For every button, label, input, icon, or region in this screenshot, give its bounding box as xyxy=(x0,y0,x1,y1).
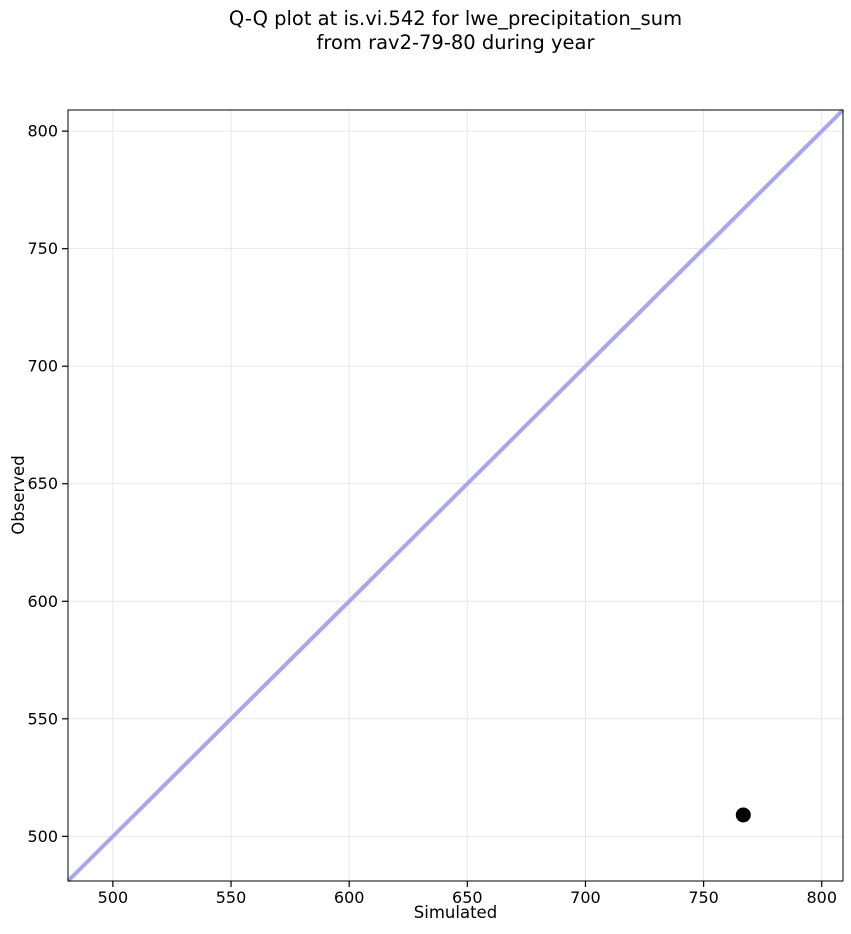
plot-border xyxy=(67,109,844,882)
x-tick-label: 650 xyxy=(452,888,483,907)
x-tick-label: 550 xyxy=(216,888,247,907)
y-tick-label: 600 xyxy=(27,592,58,611)
y-tick-label: 700 xyxy=(27,357,58,376)
x-tick-label: 500 xyxy=(98,888,129,907)
y-axis-label: Observed xyxy=(9,455,28,535)
x-tick-label: 600 xyxy=(334,888,365,907)
x-axis-label: Simulated xyxy=(413,903,498,922)
y-tick-label: 650 xyxy=(27,474,58,493)
identity-line xyxy=(66,108,845,883)
y-tick-label: 800 xyxy=(27,122,58,141)
y-tick-label: 550 xyxy=(27,709,58,728)
data-point xyxy=(735,807,751,823)
y-tick-label: 750 xyxy=(27,239,58,258)
x-tick-label: 750 xyxy=(688,888,719,907)
x-tick-label: 700 xyxy=(570,888,601,907)
y-tick-label: 500 xyxy=(27,827,58,846)
x-tick-label: 800 xyxy=(806,888,837,907)
chart-title: Q-Q plot at is.vi.542 for lwe_precipitat… xyxy=(228,7,683,54)
